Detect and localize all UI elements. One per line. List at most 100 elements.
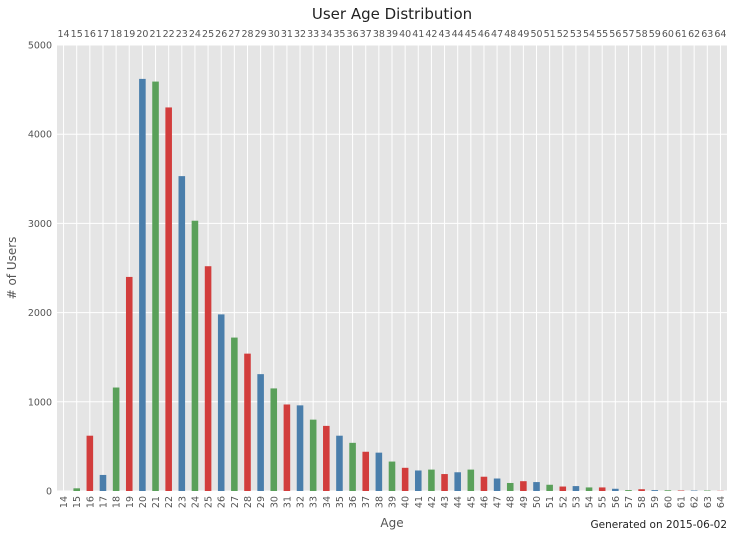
x-tick-label-top: 59: [649, 29, 661, 40]
x-tick-label-top: 63: [701, 29, 713, 40]
x-tick-label-top: 40: [399, 29, 411, 40]
bar-age-36: [349, 442, 356, 491]
x-tick-label: 55: [598, 496, 609, 508]
x-tick-label: 22: [164, 496, 175, 508]
x-tick-label-top: 51: [544, 29, 556, 40]
bar-age-50: [533, 482, 540, 491]
bar-age-43: [441, 474, 448, 491]
x-tick-label-top: 54: [583, 29, 595, 40]
bar-age-22: [165, 107, 172, 491]
x-tick-label-top: 36: [347, 29, 359, 40]
bar-age-49: [520, 481, 527, 491]
x-tick-label-top: 61: [675, 29, 687, 40]
x-tick-label-top: 57: [622, 29, 634, 40]
x-tick-label: 32: [296, 496, 307, 508]
bar-age-27: [231, 337, 238, 491]
x-tick-label-top: 48: [504, 29, 516, 40]
x-tick-label: 27: [230, 496, 241, 508]
x-tick-label: 51: [545, 496, 556, 508]
bar-age-20: [139, 78, 146, 491]
x-tick-label: 33: [309, 496, 320, 508]
x-tick-label-top: 41: [412, 29, 424, 40]
x-tick-label: 30: [269, 496, 280, 508]
y-tick-label: 0: [46, 487, 52, 498]
bar-age-33: [309, 419, 317, 491]
bar-age-24: [191, 220, 199, 491]
bar-age-42: [428, 469, 435, 491]
x-tick-label-top: 49: [517, 29, 529, 40]
x-tick-label: 56: [611, 496, 622, 508]
x-tick-label-top: 32: [294, 29, 306, 40]
bar-age-57: [625, 490, 632, 491]
x-tick-label-top: 53: [570, 29, 582, 40]
x-tick-label-top: 16: [84, 29, 96, 40]
x-tick-label-top: 27: [228, 29, 240, 40]
x-tick-label-top: 18: [110, 29, 122, 40]
x-tick-label: 17: [98, 496, 109, 508]
x-tick-label: 24: [190, 496, 201, 508]
y-tick-label: 1000: [28, 397, 52, 408]
x-tick-label: 47: [493, 496, 504, 508]
x-tick-label-top: 47: [491, 29, 503, 40]
x-tick-label: 37: [361, 496, 372, 508]
x-tick-label: 19: [125, 496, 136, 508]
bar-age-53: [572, 486, 580, 491]
y-tick-label: 5000: [28, 41, 52, 52]
bar-age-60: [664, 490, 672, 491]
x-tick-label: 61: [677, 496, 688, 508]
x-tick-label-top: 30: [268, 29, 280, 40]
x-tick-label-top: 24: [189, 29, 201, 40]
x-tick-label-top: 20: [136, 29, 148, 40]
x-tick-label: 23: [177, 496, 188, 508]
bar-age-28: [244, 353, 251, 491]
y-tick-label: 4000: [28, 130, 52, 141]
bar-age-19: [125, 276, 133, 491]
x-tick-label: 39: [388, 496, 399, 508]
x-tick-label-top: 42: [425, 29, 437, 40]
bar-age-37: [362, 451, 370, 491]
x-axis-label: Age: [380, 516, 403, 530]
x-tick-label: 45: [466, 496, 477, 508]
chart-title: User Age Distribution: [312, 5, 472, 23]
bar-age-48: [506, 482, 514, 491]
x-tick-label: 38: [374, 496, 385, 508]
x-tick-label: 42: [427, 496, 438, 508]
bar-age-59: [651, 490, 659, 491]
bar-age-58: [638, 489, 645, 491]
x-tick-label: 59: [650, 496, 661, 508]
x-tick-label: 35: [335, 496, 346, 508]
x-tick-label: 58: [637, 496, 648, 508]
x-tick-label-top: 62: [688, 29, 700, 40]
bar-age-17: [99, 474, 107, 491]
x-tick-label-top: 58: [636, 29, 648, 40]
y-tick-labels: 0 1000 2000 3000 4000 5000: [28, 41, 52, 498]
x-tick-label: 28: [243, 496, 254, 508]
bar-age-40: [401, 467, 409, 491]
bar-age-51: [546, 484, 553, 491]
x-tick-label: 54: [585, 496, 596, 508]
x-tick-label-top: 38: [373, 29, 385, 40]
x-tick-label: 57: [624, 496, 635, 508]
x-tick-label: 53: [571, 496, 582, 508]
bar-age-30: [270, 388, 278, 491]
x-tick-label-top: 39: [386, 29, 398, 40]
bar-age-45: [467, 469, 475, 491]
x-tick-label: 46: [479, 496, 490, 508]
x-tick-label: 14: [59, 496, 70, 508]
y-tick-label: 2000: [28, 308, 52, 319]
x-tick-label-top: 31: [281, 29, 293, 40]
x-tick-label: 44: [453, 496, 464, 508]
bar-age-35: [336, 435, 343, 491]
x-tick-label-top: 34: [320, 29, 332, 40]
x-tick-label: 15: [72, 496, 83, 508]
bar-age-15: [73, 488, 80, 491]
x-tick-label: 49: [519, 496, 530, 508]
x-tick-label: 40: [401, 496, 412, 508]
bar-age-44: [454, 472, 461, 491]
x-tick-label-top: 14: [58, 29, 70, 40]
x-tick-label: 41: [414, 496, 425, 508]
bar-age-55: [598, 487, 606, 491]
x-tick-label-top: 64: [714, 29, 726, 40]
x-tick-label-top: 52: [557, 29, 569, 40]
